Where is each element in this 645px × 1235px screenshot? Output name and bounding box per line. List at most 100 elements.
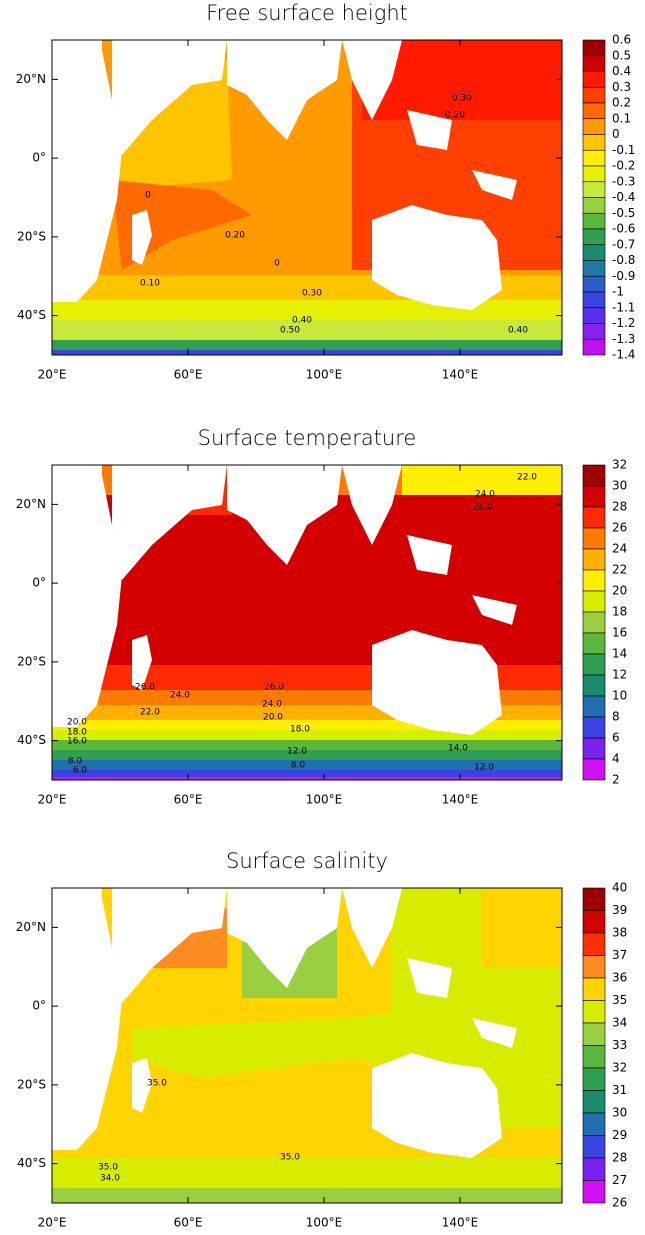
colorbar-box [582, 1135, 606, 1159]
colorbar-label: 29 [612, 1128, 627, 1142]
field-fill [52, 720, 562, 730]
field-fill [52, 1158, 562, 1188]
colorbar: 32 30 28 26 24 22 20 18 16 14 12 10 8 6 4 2 [582, 458, 627, 787]
colorbar-box [582, 1045, 606, 1069]
contour-label: 18.0 [290, 725, 310, 735]
contour-label: 26.0 [264, 683, 284, 693]
colorbar-label: 37 [612, 948, 627, 962]
y-tick-label: 20°N [16, 920, 46, 934]
colorbar-label: 12 [612, 668, 627, 682]
contour-label: 0.30 [452, 94, 472, 104]
colorbar-box [582, 86, 606, 104]
colorbar-box [582, 590, 606, 613]
colorbar-box [582, 632, 606, 655]
field-fill [52, 320, 562, 340]
contour-label: 8.0 [291, 761, 306, 771]
colorbar-box [582, 910, 606, 934]
x-tick-label: 60°E [174, 793, 203, 807]
colorbar-box [582, 653, 606, 676]
colorbar-label: -1 [612, 285, 624, 299]
y-tick-label: 40°S [17, 308, 46, 322]
land [112, 465, 227, 580]
contour-label: 0.50 [280, 326, 300, 336]
colorbar-box [582, 307, 606, 324]
map-frame [51, 887, 563, 1204]
field-fill [52, 340, 562, 350]
land [407, 958, 452, 998]
colorbar-box [582, 197, 606, 214]
colorbar-label: -0.3 [612, 174, 635, 188]
land [407, 535, 452, 575]
colorbar-label: -1.3 [612, 332, 635, 346]
colorbar-label: 0.4 [612, 64, 631, 78]
contour-label: 0.10 [140, 279, 160, 289]
contour-label: 6.0 [73, 766, 88, 776]
colorbar-label: -0.2 [612, 159, 635, 173]
colorbar-label: 35 [612, 993, 627, 1007]
land [132, 210, 152, 265]
colorbar-box [582, 1112, 606, 1136]
y-tick-label: 20°S [17, 1077, 46, 1091]
land [112, 888, 227, 1003]
x-tick-label: 100°E [306, 793, 343, 807]
colorbar-label: 2 [612, 773, 620, 787]
y-tick-label: 0° [32, 576, 46, 590]
colorbar-label: 31 [612, 1083, 627, 1097]
y-tick-label: 40°S [17, 733, 46, 747]
field-fill [52, 1188, 562, 1203]
colorbar-box [582, 275, 606, 293]
contour-label: 0.20 [225, 231, 245, 241]
colorbar-label: 0.1 [612, 111, 631, 125]
contour-label: 35.0 [280, 1153, 300, 1163]
colorbar-label: 0.3 [612, 80, 631, 94]
colorbar-label: 40 [612, 881, 627, 895]
contour-label: 0.30 [302, 289, 322, 299]
field-fill [482, 888, 562, 968]
y-tick-label: 0° [32, 999, 46, 1013]
land [132, 1058, 152, 1113]
colorbar-box [582, 244, 606, 261]
colorbar-label: 36 [612, 971, 627, 985]
colorbar-box [582, 611, 606, 634]
colorbar-label: -1.2 [612, 316, 635, 330]
colorbar-label: -0.5 [612, 206, 635, 220]
colorbar-box [582, 55, 606, 72]
colorbar-box [582, 527, 606, 550]
colorbar-label: 22 [612, 563, 627, 577]
x-tick-label: 60°E [174, 368, 203, 382]
contour-label: 18.0 [67, 728, 87, 738]
contour-label: 22.0 [517, 473, 537, 483]
colorbar-label: 33 [612, 1038, 627, 1052]
colorbar-label: 16 [612, 626, 627, 640]
colorbar-box [582, 506, 606, 529]
contour-label: 35.0 [147, 1079, 167, 1089]
contour-label: 12.0 [287, 747, 307, 757]
land [52, 40, 122, 302]
contour-label: 0.40 [292, 316, 312, 326]
colorbar-box [582, 134, 606, 151]
map-panel: 35.035.035.034.020°E 60°E 100°E 140°E20°N0°… [16, 887, 563, 1230]
colorbar-box [582, 118, 606, 135]
colorbar-box [582, 716, 606, 739]
colorbar-label: 0 [612, 127, 620, 141]
colorbar-label: -0.6 [612, 222, 635, 236]
colorbar-label: 6 [612, 731, 620, 745]
colorbar-box [582, 212, 606, 230]
colorbar-label: 26 [612, 1196, 627, 1210]
land [472, 170, 517, 200]
contour-label: 0.40 [508, 326, 528, 336]
contour-label: 34.0 [100, 1174, 120, 1184]
map-title: Surface salinity [226, 849, 388, 873]
land [472, 1018, 517, 1048]
colorbar-label: 0.5 [612, 48, 631, 62]
colorbar-label: 8 [612, 710, 620, 724]
colorbar-label: -1.1 [612, 300, 635, 314]
colorbar-box [582, 1180, 606, 1204]
land [227, 465, 342, 565]
colorbar-box [582, 737, 606, 760]
contour-label: 0.20 [445, 111, 465, 121]
colorbar: 0.60.5 0.4 0.3 0.20.1 0 -0.1 -0.2-0.3 -0.4 -0.5 -… [582, 33, 635, 362]
land [472, 595, 517, 625]
